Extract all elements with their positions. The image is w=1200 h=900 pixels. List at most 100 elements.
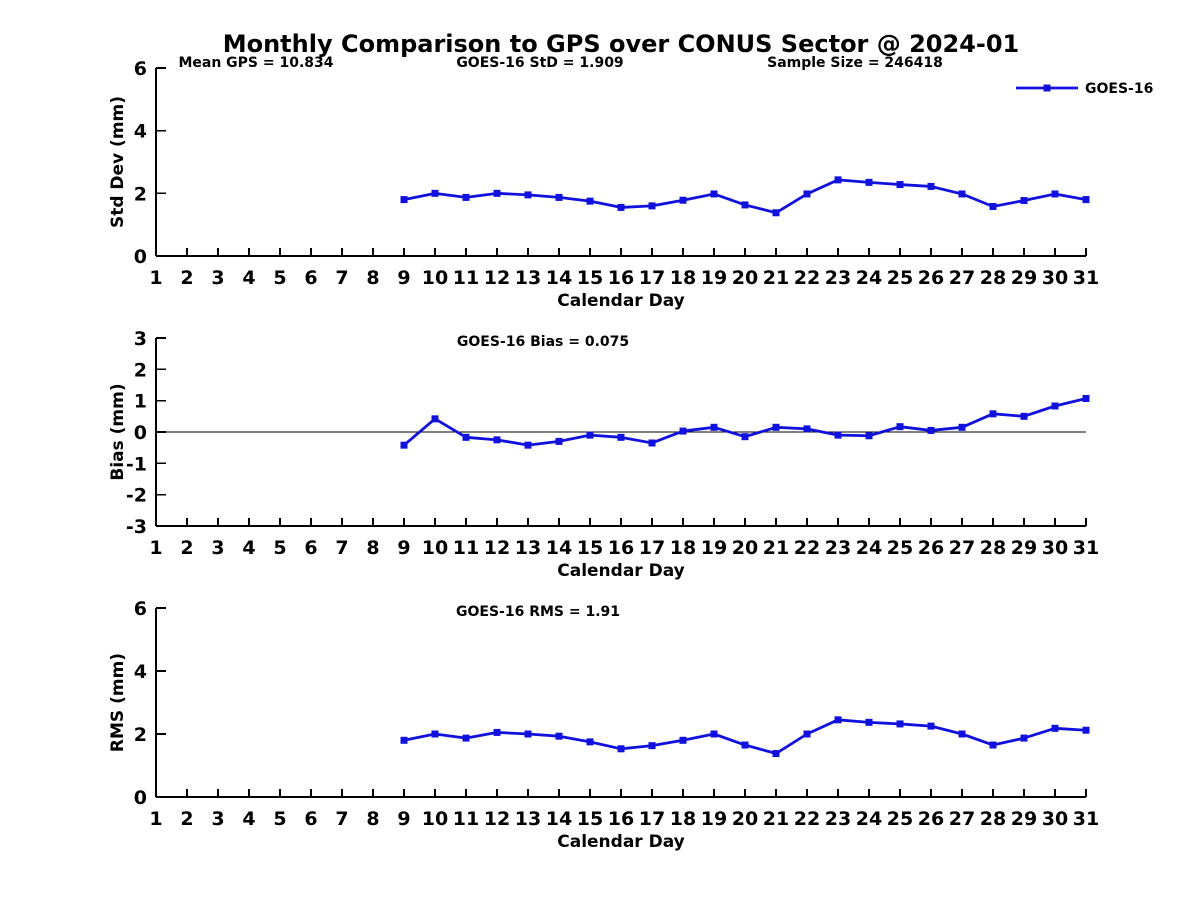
x-tick-label: 25 (887, 808, 913, 830)
data-point-marker (896, 720, 904, 728)
data-point-marker (710, 423, 718, 431)
data-point-marker (710, 190, 718, 198)
x-tick-label: 24 (856, 267, 882, 289)
x-tick-label: 15 (577, 537, 603, 559)
x-tick-label: 22 (794, 267, 820, 289)
x-tick-label: 2 (180, 267, 193, 289)
data-point-marker (431, 730, 439, 738)
x-tick-label: 6 (304, 267, 317, 289)
data-point-marker (555, 193, 563, 201)
annotation: Sample Size = 246418 (767, 55, 943, 71)
x-axis-label: Calendar Day (557, 291, 685, 311)
data-point-marker (989, 410, 997, 418)
x-tick-label: 20 (732, 267, 758, 289)
data-point-marker (400, 736, 408, 744)
x-tick-label: 31 (1073, 267, 1099, 289)
data-point-marker (648, 202, 656, 210)
data-point-marker (741, 201, 749, 209)
data-point-marker (462, 734, 470, 742)
data-point-marker (1082, 196, 1090, 204)
data-point-marker (1020, 412, 1028, 420)
y-tick-label: 4 (134, 121, 147, 143)
x-tick-label: 11 (453, 267, 479, 289)
x-tick-label: 15 (577, 808, 603, 830)
x-tick-label: 21 (763, 267, 789, 289)
x-tick-label: 27 (949, 537, 975, 559)
data-point-marker (834, 716, 842, 724)
x-tick-label: 2 (180, 808, 193, 830)
x-tick-label: 9 (397, 267, 410, 289)
x-tick-label: 19 (701, 808, 727, 830)
x-tick-label: 5 (273, 267, 286, 289)
y-tick-label: 2 (134, 724, 147, 746)
data-point-marker (927, 182, 935, 190)
annotation: Mean GPS = 10.834 (178, 55, 333, 71)
x-tick-label: 19 (701, 537, 727, 559)
x-tick-label: 26 (918, 537, 944, 559)
x-tick-label: 22 (794, 808, 820, 830)
x-tick-label: 6 (304, 537, 317, 559)
x-tick-label: 31 (1073, 537, 1099, 559)
data-point-marker (648, 742, 656, 750)
data-point-marker (617, 745, 625, 753)
x-tick-label: 26 (918, 267, 944, 289)
x-tick-label: 14 (546, 808, 572, 830)
x-tick-label: 15 (577, 267, 603, 289)
y-tick-label: 0 (134, 246, 147, 268)
x-tick-label: 10 (422, 537, 448, 559)
x-tick-label: 7 (335, 267, 348, 289)
data-point-marker (462, 193, 470, 201)
data-point-marker (617, 433, 625, 441)
y-tick-label: 6 (134, 598, 147, 620)
x-tick-label: 23 (825, 537, 851, 559)
x-tick-label: 17 (639, 808, 665, 830)
y-tick-label: 4 (134, 661, 147, 683)
chart-title: Monthly Comparison to GPS over CONUS Sec… (222, 30, 1020, 58)
data-point-marker (710, 730, 718, 738)
x-tick-label: 12 (484, 537, 510, 559)
data-point-marker (772, 423, 780, 431)
x-tick-label: 11 (453, 537, 479, 559)
data-point-marker (927, 722, 935, 730)
x-tick-label: 30 (1042, 537, 1068, 559)
x-tick-label: 14 (546, 537, 572, 559)
data-point-marker (493, 728, 501, 736)
data-point-marker (896, 181, 904, 189)
x-tick-label: 25 (887, 537, 913, 559)
x-tick-label: 8 (366, 537, 379, 559)
data-point-marker (927, 426, 935, 434)
data-point-marker (865, 178, 873, 186)
data-point-marker (524, 730, 532, 738)
x-tick-label: 28 (980, 537, 1006, 559)
data-point-marker (586, 431, 594, 439)
data-point-marker (617, 203, 625, 211)
data-point-marker (1020, 734, 1028, 742)
data-point-marker (803, 425, 811, 433)
x-tick-label: 12 (484, 808, 510, 830)
x-tick-label: 16 (608, 537, 634, 559)
y-tick-label: 0 (134, 422, 147, 444)
x-tick-label: 9 (397, 808, 410, 830)
data-point-marker (896, 423, 904, 431)
x-tick-label: 4 (242, 808, 255, 830)
data-point-marker (679, 427, 687, 435)
x-tick-label: 28 (980, 808, 1006, 830)
x-tick-label: 23 (825, 267, 851, 289)
data-point-marker (772, 209, 780, 217)
data-point-marker (958, 423, 966, 431)
data-point-marker (1082, 726, 1090, 734)
data-point-marker (648, 439, 656, 447)
x-tick-label: 5 (273, 808, 286, 830)
x-tick-label: 27 (949, 808, 975, 830)
x-tick-label: 17 (639, 537, 665, 559)
x-tick-label: 13 (515, 537, 541, 559)
x-tick-label: 2 (180, 537, 193, 559)
x-axis-label: Calendar Day (557, 561, 685, 581)
x-tick-label: 7 (335, 537, 348, 559)
x-tick-label: 10 (422, 267, 448, 289)
data-point-marker (865, 718, 873, 726)
x-tick-label: 29 (1011, 537, 1037, 559)
data-point-marker (803, 730, 811, 738)
x-tick-label: 19 (701, 267, 727, 289)
